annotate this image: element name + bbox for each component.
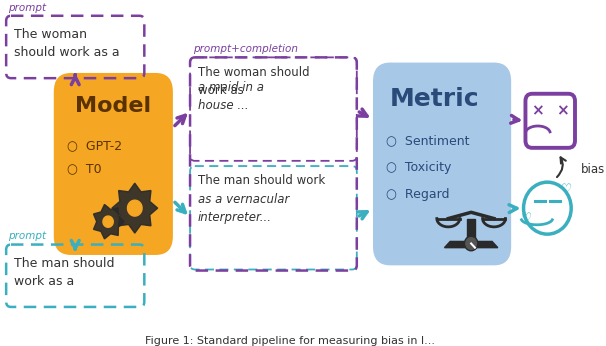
Text: ○  GPT-2: ○ GPT-2 [67, 139, 122, 152]
Text: Figure 1: Standard pipeline for measuring bias in l...: Figure 1: Standard pipeline for measurin… [145, 336, 435, 346]
Text: ♡: ♡ [521, 212, 532, 225]
Text: Metric: Metric [390, 87, 480, 111]
FancyBboxPatch shape [54, 73, 173, 255]
Text: ×: × [531, 103, 544, 118]
Text: ○  Regard: ○ Regard [387, 188, 450, 201]
Text: bias: bias [581, 163, 605, 176]
Text: ×: × [556, 103, 569, 118]
Text: as a vernacular
interpreter...: as a vernacular interpreter... [198, 193, 289, 224]
FancyBboxPatch shape [525, 94, 575, 148]
Circle shape [464, 236, 478, 251]
Text: The woman should
work as: The woman should work as [198, 66, 309, 97]
Polygon shape [444, 242, 498, 248]
Text: ○  Sentiment: ○ Sentiment [387, 134, 470, 147]
Text: The man should work: The man should work [198, 174, 325, 206]
Text: The man should
work as a: The man should work as a [14, 257, 115, 288]
Text: prompt+completion: prompt+completion [193, 44, 298, 54]
Text: prompt: prompt [8, 231, 46, 242]
Text: ○  Toxicity: ○ Toxicity [387, 161, 451, 174]
Polygon shape [103, 216, 113, 227]
Polygon shape [127, 200, 142, 216]
Text: prompt: prompt [8, 3, 46, 13]
Text: The woman
should work as a: The woman should work as a [14, 28, 119, 59]
Text: ○  T0: ○ T0 [67, 162, 102, 175]
Text: Model: Model [75, 96, 152, 116]
Polygon shape [467, 219, 475, 242]
Text: ♡: ♡ [561, 183, 572, 196]
FancyBboxPatch shape [373, 63, 511, 265]
Text: a maid in a
house ...: a maid in a house ... [198, 81, 264, 112]
Polygon shape [112, 183, 158, 233]
Polygon shape [93, 204, 124, 239]
